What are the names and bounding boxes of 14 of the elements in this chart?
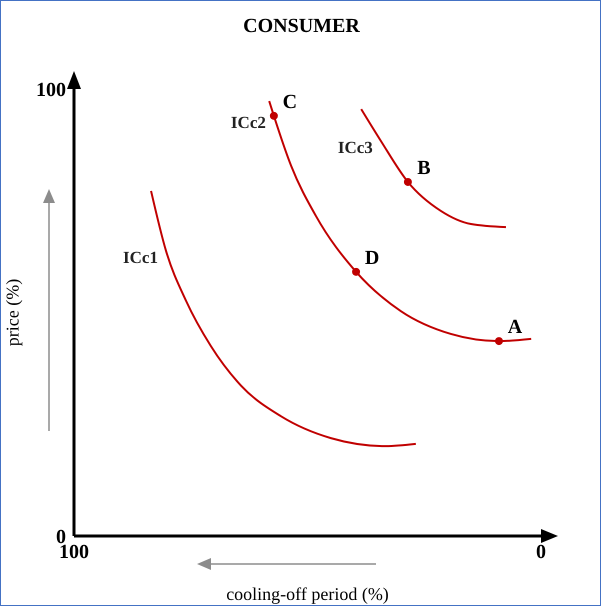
- series-label: ICc1: [123, 248, 158, 267]
- series-label: ICc2: [230, 112, 266, 132]
- annotation: C: [282, 90, 298, 113]
- point: [404, 178, 412, 186]
- annotation: A: [508, 316, 523, 338]
- chart-title: CONSUMER: [242, 15, 361, 38]
- annotation: D: [364, 246, 380, 269]
- point: [270, 112, 278, 120]
- y-axis-title: price (%): [2, 278, 22, 346]
- annotation: B: [417, 156, 431, 179]
- x-axis-title: cooling-off period (%): [226, 584, 389, 604]
- series-label: ICc3: [338, 138, 373, 157]
- point: [352, 268, 360, 276]
- point: [494, 337, 503, 346]
